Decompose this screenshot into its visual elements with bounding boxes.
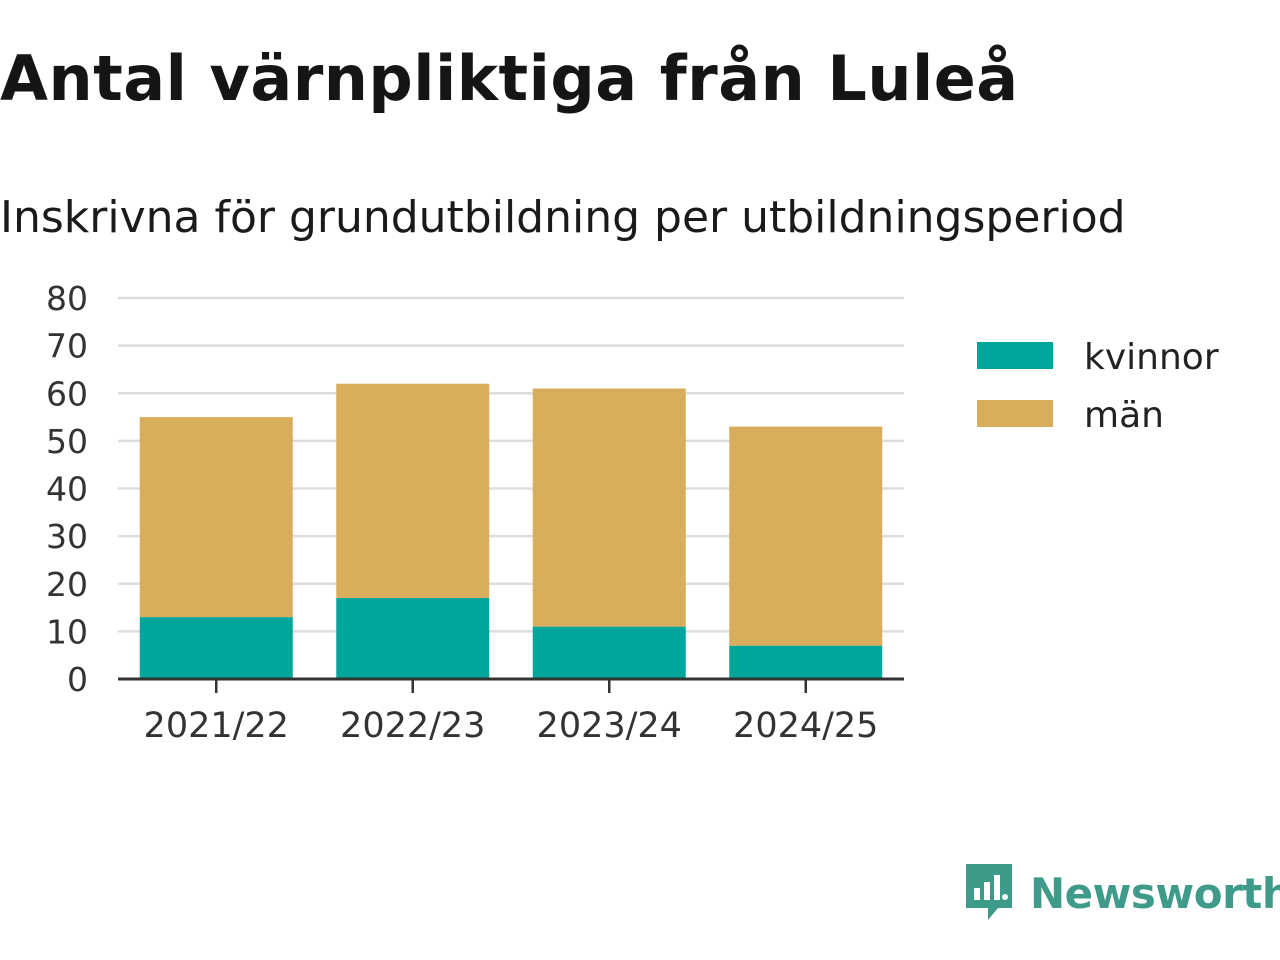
- x-tick-label: 2024/25: [733, 706, 878, 746]
- y-tick-label: 80: [46, 279, 88, 318]
- bar-man-2021-22: [139, 417, 293, 618]
- y-tick-label: 10: [46, 612, 88, 651]
- brand-name: Newsworthy: [1030, 868, 1280, 918]
- y-tick-label: 50: [46, 422, 88, 461]
- y-axis-ticks: 0 10 20 30 40 50 60 70 80: [46, 279, 88, 699]
- x-axis: 2021/22 2022/23 2023/24 2024/25: [118, 677, 904, 746]
- chart-title: Antal värnpliktiga från Luleå: [0, 42, 1019, 115]
- bar-kvinnor-2022-23: [336, 598, 490, 679]
- bar-kvinnor-2021-22: [139, 617, 293, 679]
- bar-kvinnor-2023-24: [532, 626, 686, 679]
- y-tick-label: 60: [46, 374, 88, 413]
- x-tick-label: 2021/22: [144, 706, 289, 746]
- bar-man-2024-25: [729, 426, 883, 646]
- y-tick-label: 20: [46, 565, 88, 604]
- legend: kvinnor män: [977, 337, 1219, 436]
- y-tick-label: 0: [67, 660, 88, 699]
- newsworthy-logo-icon: [966, 864, 1012, 920]
- bar-man-2022-23: [336, 383, 490, 599]
- legend-swatch-man: [977, 400, 1053, 427]
- legend-label-kvinnor: kvinnor: [1084, 337, 1219, 378]
- bar-kvinnor-2024-25: [729, 645, 883, 679]
- x-tick-label: 2022/23: [340, 706, 485, 746]
- y-tick-label: 30: [46, 517, 88, 556]
- y-tick-label: 40: [46, 470, 88, 509]
- legend-label-man: män: [1084, 395, 1164, 436]
- bars: [139, 383, 883, 679]
- y-tick-label: 70: [46, 327, 88, 366]
- chart-subtitle: Inskrivna för grundutbildning per utbild…: [0, 192, 1126, 243]
- bar-man-2023-24: [532, 388, 686, 627]
- legend-swatch-kvinnor: [977, 342, 1053, 369]
- brand-logo: Newsworthy: [964, 862, 1280, 924]
- x-tick-label: 2023/24: [537, 706, 682, 746]
